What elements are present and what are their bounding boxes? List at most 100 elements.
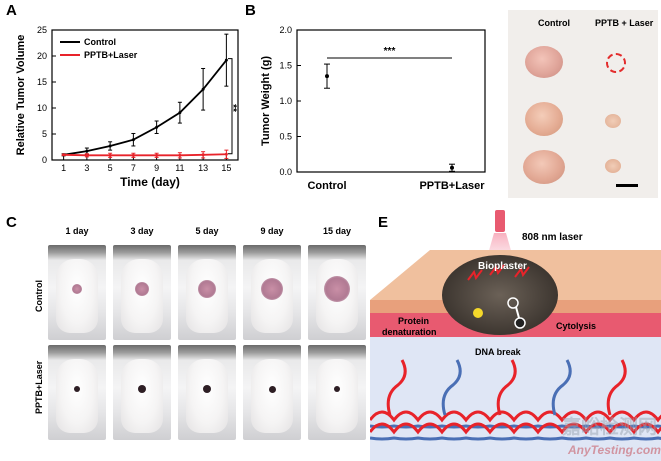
row-label-treated: PPTB+Laser xyxy=(34,360,44,414)
data-point xyxy=(85,149,89,153)
mouse-body xyxy=(121,259,163,333)
data-point xyxy=(108,144,112,148)
x-tick-label: 13 xyxy=(198,163,208,173)
tumor-site xyxy=(198,280,216,298)
mouse-body xyxy=(186,359,228,433)
broken-dna-strand xyxy=(606,359,627,416)
y-tick-label: 2.0 xyxy=(279,25,292,35)
mouse-photo-treated xyxy=(243,345,301,440)
category-label: PPTB+Laser xyxy=(419,180,485,192)
tumor-site xyxy=(72,284,82,294)
mouse-photo-treated xyxy=(178,345,236,440)
data-point xyxy=(62,153,66,157)
mouse-body xyxy=(56,359,98,433)
y-axis-label: Relative Tumor Volume xyxy=(15,35,27,156)
scab-site xyxy=(334,386,340,392)
broken-dna-strand xyxy=(386,359,407,416)
data-point xyxy=(108,153,112,157)
day-label: 1 day xyxy=(65,226,89,236)
x-tick-label: 5 xyxy=(108,163,113,173)
mouse-body xyxy=(121,359,163,433)
y-tick-label: 10 xyxy=(37,103,47,113)
laser-label: 808 nm laser xyxy=(522,232,583,243)
y-axis-label: Tumor Weight (g) xyxy=(260,56,272,146)
cell-icon xyxy=(507,297,519,309)
dna-helix-strand xyxy=(370,436,661,441)
laser-emitter xyxy=(495,210,505,232)
panel-label-c: C xyxy=(6,214,17,231)
data-point xyxy=(131,153,135,157)
day-label: 5 day xyxy=(195,226,219,236)
scab-site xyxy=(268,385,276,393)
treated-tumor-1-absent xyxy=(606,53,626,73)
watermark-cn: 嘉峪检测网 xyxy=(561,415,657,438)
row-label-control: Control xyxy=(34,280,44,312)
panel-label-a: A xyxy=(6,2,17,19)
y-tick-label: 0.0 xyxy=(279,167,292,177)
photo-treated-label: PPTB + Laser xyxy=(595,18,654,28)
broken-dna-strand xyxy=(551,359,572,416)
panel-label-b: B xyxy=(245,2,256,19)
protein-denaturation-label: Protein denaturation xyxy=(382,316,437,337)
x-axis-label: Time (day) xyxy=(120,175,180,189)
x-tick-label: 9 xyxy=(154,163,159,173)
hot-spot-icon xyxy=(473,308,483,318)
dna-break-label: DNA break xyxy=(475,347,522,357)
data-point xyxy=(450,165,454,170)
scab-site xyxy=(203,385,211,393)
y-tick-label: 15 xyxy=(37,77,47,87)
y-tick-label: 0.5 xyxy=(279,132,292,142)
data-point xyxy=(325,74,329,79)
data-point xyxy=(155,153,159,157)
tumor-site xyxy=(135,282,149,296)
broken-dna-strand xyxy=(496,359,517,416)
mouse-body xyxy=(251,359,293,433)
watermark-en: AnyTesting.com xyxy=(567,443,661,457)
data-point xyxy=(224,152,228,156)
mouse-photo-treated xyxy=(308,345,366,440)
significance-label: *** xyxy=(384,46,396,57)
photo-control-label: Control xyxy=(538,18,570,28)
data-point xyxy=(201,153,205,157)
excised-tumor-photo: Control PPTB + Laser xyxy=(508,10,658,198)
treated-tumor-3 xyxy=(605,159,621,173)
dna-strands xyxy=(370,359,661,441)
data-point xyxy=(155,125,159,129)
mouse-photo-treated xyxy=(113,345,171,440)
y-tick-label: 20 xyxy=(37,51,47,61)
scale-bar xyxy=(616,184,638,187)
day-label: 9 day xyxy=(260,226,284,236)
significance-label: ** xyxy=(227,104,238,112)
cell-damage-icon xyxy=(514,317,526,329)
arrow-icon xyxy=(515,306,520,319)
tumor-site xyxy=(261,278,283,300)
scab-site xyxy=(74,386,80,392)
data-point xyxy=(224,58,228,62)
x-tick-label: 15 xyxy=(221,163,231,173)
dna-helix-strand xyxy=(370,422,661,435)
x-tick-label: 7 xyxy=(131,163,136,173)
mouse-photo-treated xyxy=(48,345,106,440)
y-tick-label: 5 xyxy=(42,129,47,139)
plot-frame xyxy=(51,29,239,161)
y-tick-label: 1.5 xyxy=(279,61,292,71)
y-tick-label: 25 xyxy=(37,25,47,35)
series-line-control xyxy=(63,59,228,156)
mouse-photo-control xyxy=(113,245,171,340)
broken-dna-strand xyxy=(441,359,462,416)
mouse-body xyxy=(316,359,358,433)
x-tick-label: 3 xyxy=(84,163,89,173)
mouse-photo-control xyxy=(308,245,366,340)
data-point xyxy=(131,138,135,142)
scab-site xyxy=(138,385,146,393)
data-point xyxy=(178,153,182,157)
tumor-site xyxy=(324,276,350,302)
dna-helix-strand xyxy=(370,424,661,429)
mouse-photo-control xyxy=(48,245,106,340)
y-tick-label: 1.0 xyxy=(279,96,292,106)
heat-symbols xyxy=(467,264,530,281)
control-tumor-2 xyxy=(525,102,563,136)
deep-tissue xyxy=(370,337,661,461)
series-line-treated xyxy=(63,153,227,157)
